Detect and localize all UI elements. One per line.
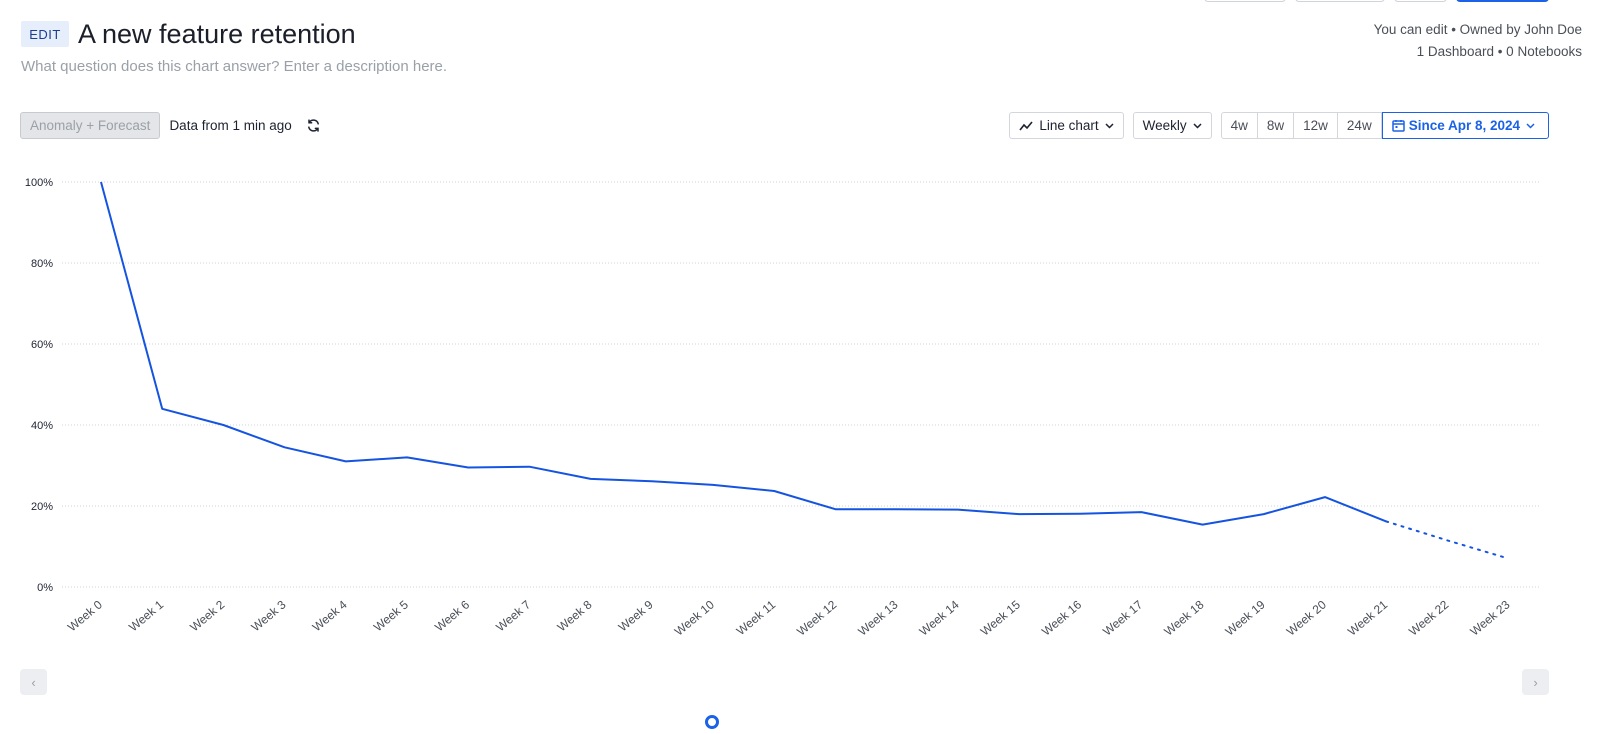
usage-text: 1 Dashboard • 0 Notebooks — [1416, 44, 1582, 59]
x-tick-label: Week 11 — [734, 597, 779, 638]
edit-button[interactable]: EDIT — [21, 21, 69, 47]
chevron-down-icon — [1193, 122, 1202, 129]
x-tick-label: Week 20 — [1284, 597, 1329, 638]
x-tick-label: Week 16 — [1039, 597, 1084, 638]
x-tick-label: Week 6 — [432, 597, 472, 634]
range-4w[interactable]: 4w — [1220, 112, 1258, 139]
x-tick-label: Week 0 — [65, 597, 105, 634]
toolbar-right: Line chart Weekly 4w 8w 12w 24w Since Ap… — [1009, 112, 1549, 139]
y-tick-label: 20% — [31, 501, 53, 513]
description-field[interactable]: What question does this chart answer? En… — [21, 58, 448, 75]
anomaly-forecast-button[interactable]: Anomaly + Forecast — [20, 112, 161, 139]
x-tick-label: Week 1 — [126, 597, 166, 634]
ownership-text: You can edit • Owned by John Doe — [1373, 22, 1582, 37]
top-button-stub-2[interactable] — [1295, 0, 1385, 2]
data-freshness: Data from 1 min ago — [169, 118, 292, 133]
y-tick-label: 80% — [31, 258, 53, 270]
x-tick-label: Week 19 — [1223, 597, 1268, 638]
x-tick-label: Week 12 — [794, 597, 839, 638]
x-tick-label: Week 7 — [493, 597, 533, 634]
chevron-down-icon — [1526, 122, 1535, 129]
calendar-icon — [1391, 120, 1405, 132]
x-tick-label: Week 5 — [371, 597, 411, 634]
x-tick-label: Week 23 — [1467, 597, 1512, 638]
x-tick-label: Week 4 — [310, 597, 350, 634]
top-button-stub-3[interactable] — [1394, 0, 1447, 2]
chevron-down-icon — [1105, 122, 1114, 129]
x-tick-label: Week 21 — [1345, 597, 1390, 638]
x-tick-label: Week 13 — [855, 597, 900, 638]
x-tick-label: Week 3 — [249, 597, 289, 634]
forecast-line — [1385, 520, 1510, 560]
x-tick-label: Week 17 — [1100, 597, 1145, 638]
retention-line-chart: 0% 20% 40% 60% 80% 100% Week 0 Week 1 Week 2 Week… — [25, 177, 1540, 639]
x-tick-label: Week 22 — [1406, 597, 1451, 638]
interval-label: Weekly — [1142, 118, 1187, 133]
x-tick-label: Week 10 — [672, 597, 717, 638]
range-24w[interactable]: 24w — [1337, 112, 1382, 139]
y-tick-label: 0% — [37, 582, 53, 594]
x-tick-label: Week 8 — [555, 597, 595, 634]
series-line — [100, 181, 1387, 526]
interval-dropdown[interactable]: Weekly — [1132, 112, 1212, 139]
x-tick-label: Week 2 — [187, 597, 227, 634]
line-chart-icon — [1019, 120, 1033, 130]
date-range-picker[interactable]: Since Apr 8, 2024 — [1381, 112, 1549, 139]
chart-type-label: Line chart — [1039, 118, 1099, 133]
ownership-info: You can edit • Owned by John Doe 1 Dashb… — [1374, 19, 1582, 63]
chart-title[interactable]: A new feature retention — [78, 19, 356, 49]
y-tick-label: 100% — [25, 177, 53, 189]
x-tick-label: Week 15 — [978, 597, 1023, 638]
x-tick-label: Week 18 — [1161, 597, 1206, 638]
legend-series-marker[interactable] — [705, 715, 719, 729]
x-tick-label: Week 14 — [917, 597, 962, 638]
y-tick-label: 40% — [31, 420, 53, 432]
range-selector: 4w 8w 12w 24w Since Apr 8, 2024 — [1220, 112, 1549, 139]
range-8w[interactable]: 8w — [1257, 112, 1295, 139]
date-range-label: Since Apr 8, 2024 — [1408, 118, 1520, 133]
top-button-stub-1[interactable] — [1204, 0, 1286, 2]
top-primary-button-stub[interactable] — [1456, 0, 1549, 2]
x-tick-label: Week 9 — [616, 597, 656, 634]
scroll-right-button[interactable]: › — [1522, 669, 1549, 695]
chart-type-dropdown[interactable]: Line chart — [1009, 112, 1124, 139]
refresh-icon[interactable] — [305, 117, 323, 135]
toolbar-left: Anomaly + Forecast Data from 1 min ago — [20, 112, 323, 139]
y-tick-label: 60% — [31, 339, 53, 351]
scroll-left-button[interactable]: ‹ — [20, 669, 47, 695]
range-12w[interactable]: 12w — [1294, 112, 1338, 139]
